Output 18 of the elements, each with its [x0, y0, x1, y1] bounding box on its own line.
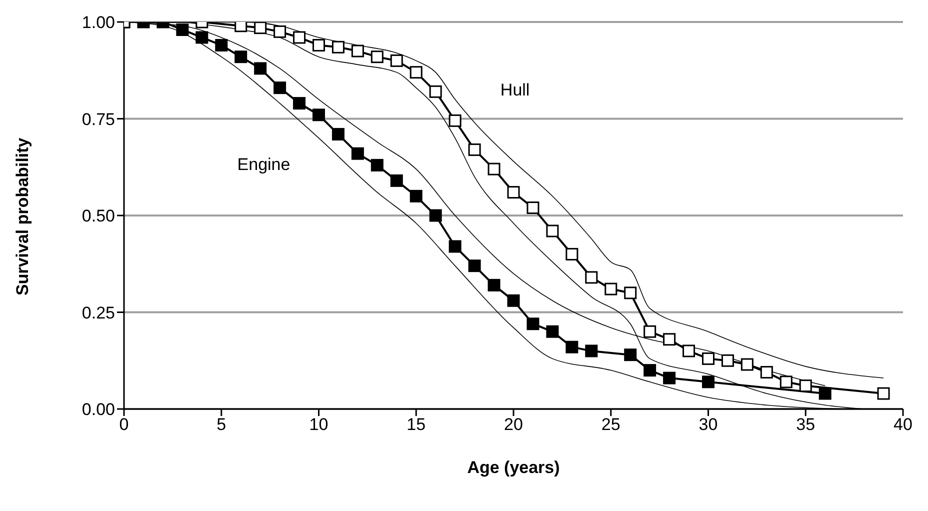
- y-tick-label: 0.50: [82, 206, 115, 226]
- x-tick-label: 15: [406, 415, 426, 434]
- y-tick-label: 0.00: [82, 400, 115, 420]
- x-tick-label: 40: [894, 415, 912, 434]
- y-tick-label: 1.00: [82, 13, 115, 32]
- x-tick-label: 25: [601, 415, 620, 434]
- x-tick-label: 5: [216, 415, 226, 434]
- text: Hull: [500, 80, 530, 100]
- y-tick-label: 0.25: [82, 303, 115, 322]
- text: Engine: [237, 154, 290, 174]
- x-tick-label: 0: [119, 415, 129, 434]
- x-axis-title: Age (years): [467, 458, 560, 477]
- x-tick-label: 20: [504, 415, 523, 434]
- y-axis-title: Survival probability: [13, 137, 32, 296]
- x-tick-label: 10: [309, 415, 328, 434]
- y-tick-label: 0.75: [82, 110, 115, 129]
- x-tick-label: 35: [796, 415, 816, 434]
- x-tick-label: 30: [698, 415, 718, 434]
